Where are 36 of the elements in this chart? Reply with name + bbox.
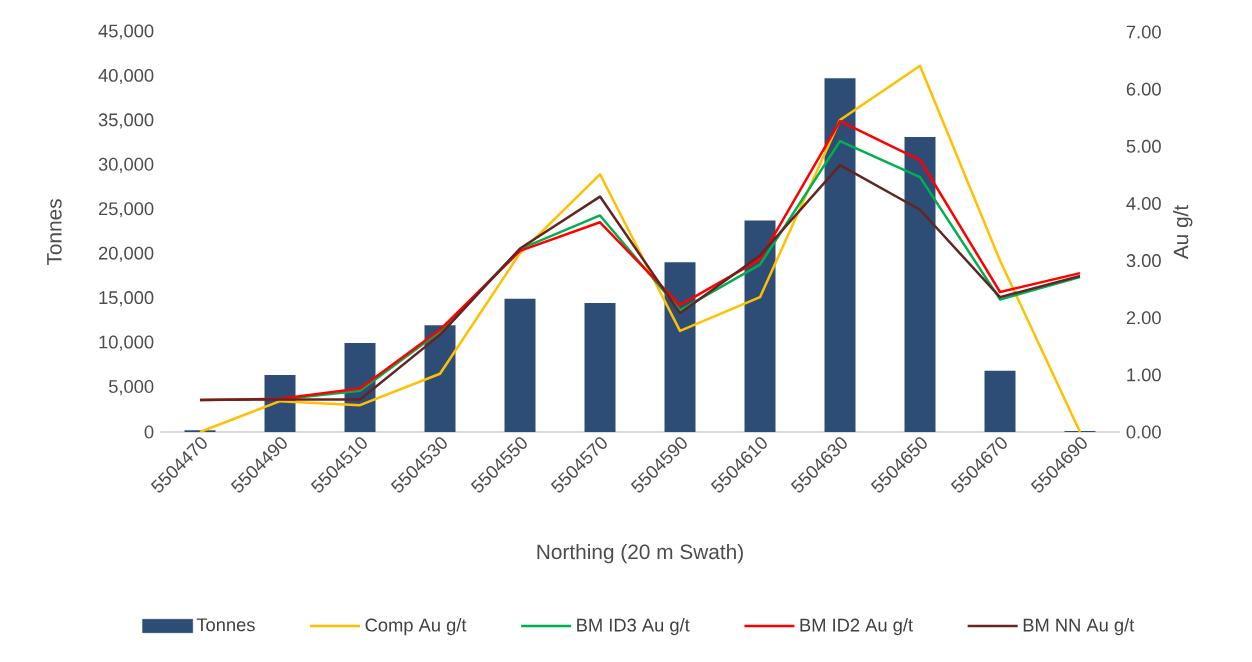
- bar: [584, 303, 616, 432]
- y-tick-label: 0: [144, 425, 154, 439]
- y-tick-label: 10,000: [99, 335, 154, 351]
- y2-tick-label: 5.00: [1126, 139, 1161, 153]
- bar: [904, 136, 936, 432]
- y-axis-title: Tonnes: [47, 199, 62, 266]
- legend-label: BM NN Au g/t: [1023, 618, 1135, 636]
- bar: [504, 298, 536, 432]
- line-series: [198, 64, 1082, 432]
- y2-tick-label: 2.00: [1126, 311, 1161, 325]
- y-tick-label: 35,000: [98, 113, 154, 129]
- y2-tick-label: 1.00: [1127, 368, 1161, 382]
- bar: [824, 78, 856, 432]
- bar: [984, 370, 1016, 432]
- y2-tick-label: 7.00: [1126, 25, 1161, 39]
- bar: [744, 220, 776, 432]
- y-tick-label: 25,000: [98, 202, 154, 218]
- y2-axis-title: Au g/t: [1173, 204, 1193, 260]
- legend-label: BM ID3 Au g/t: [577, 618, 690, 636]
- y-tick-label: 40,000: [98, 68, 154, 85]
- legend-label: Tonnes: [196, 618, 255, 632]
- y2-tick-label: 3.00: [1126, 254, 1161, 268]
- legend-label: Comp Au g/t: [365, 618, 467, 636]
- legend-label: BM ID2 Au g/t: [800, 618, 913, 636]
- bar: [664, 262, 696, 432]
- line-series: [198, 163, 1082, 402]
- y-tick-label: 5,000: [108, 380, 154, 396]
- y2-tick-label: 6.00: [1126, 82, 1161, 96]
- bar: [424, 325, 456, 432]
- y2-tick-label: 0.00: [1126, 425, 1161, 439]
- x-axis-title: Northing (20 m Swath): [537, 543, 743, 564]
- y-tick-label: 15,000: [99, 291, 154, 307]
- y2-tick-label: 4.00: [1126, 196, 1161, 210]
- y-tick-label: 30,000: [98, 157, 154, 173]
- y-tick-label: 45,000: [98, 24, 154, 40]
- y-tick-label: 20,000: [98, 246, 154, 262]
